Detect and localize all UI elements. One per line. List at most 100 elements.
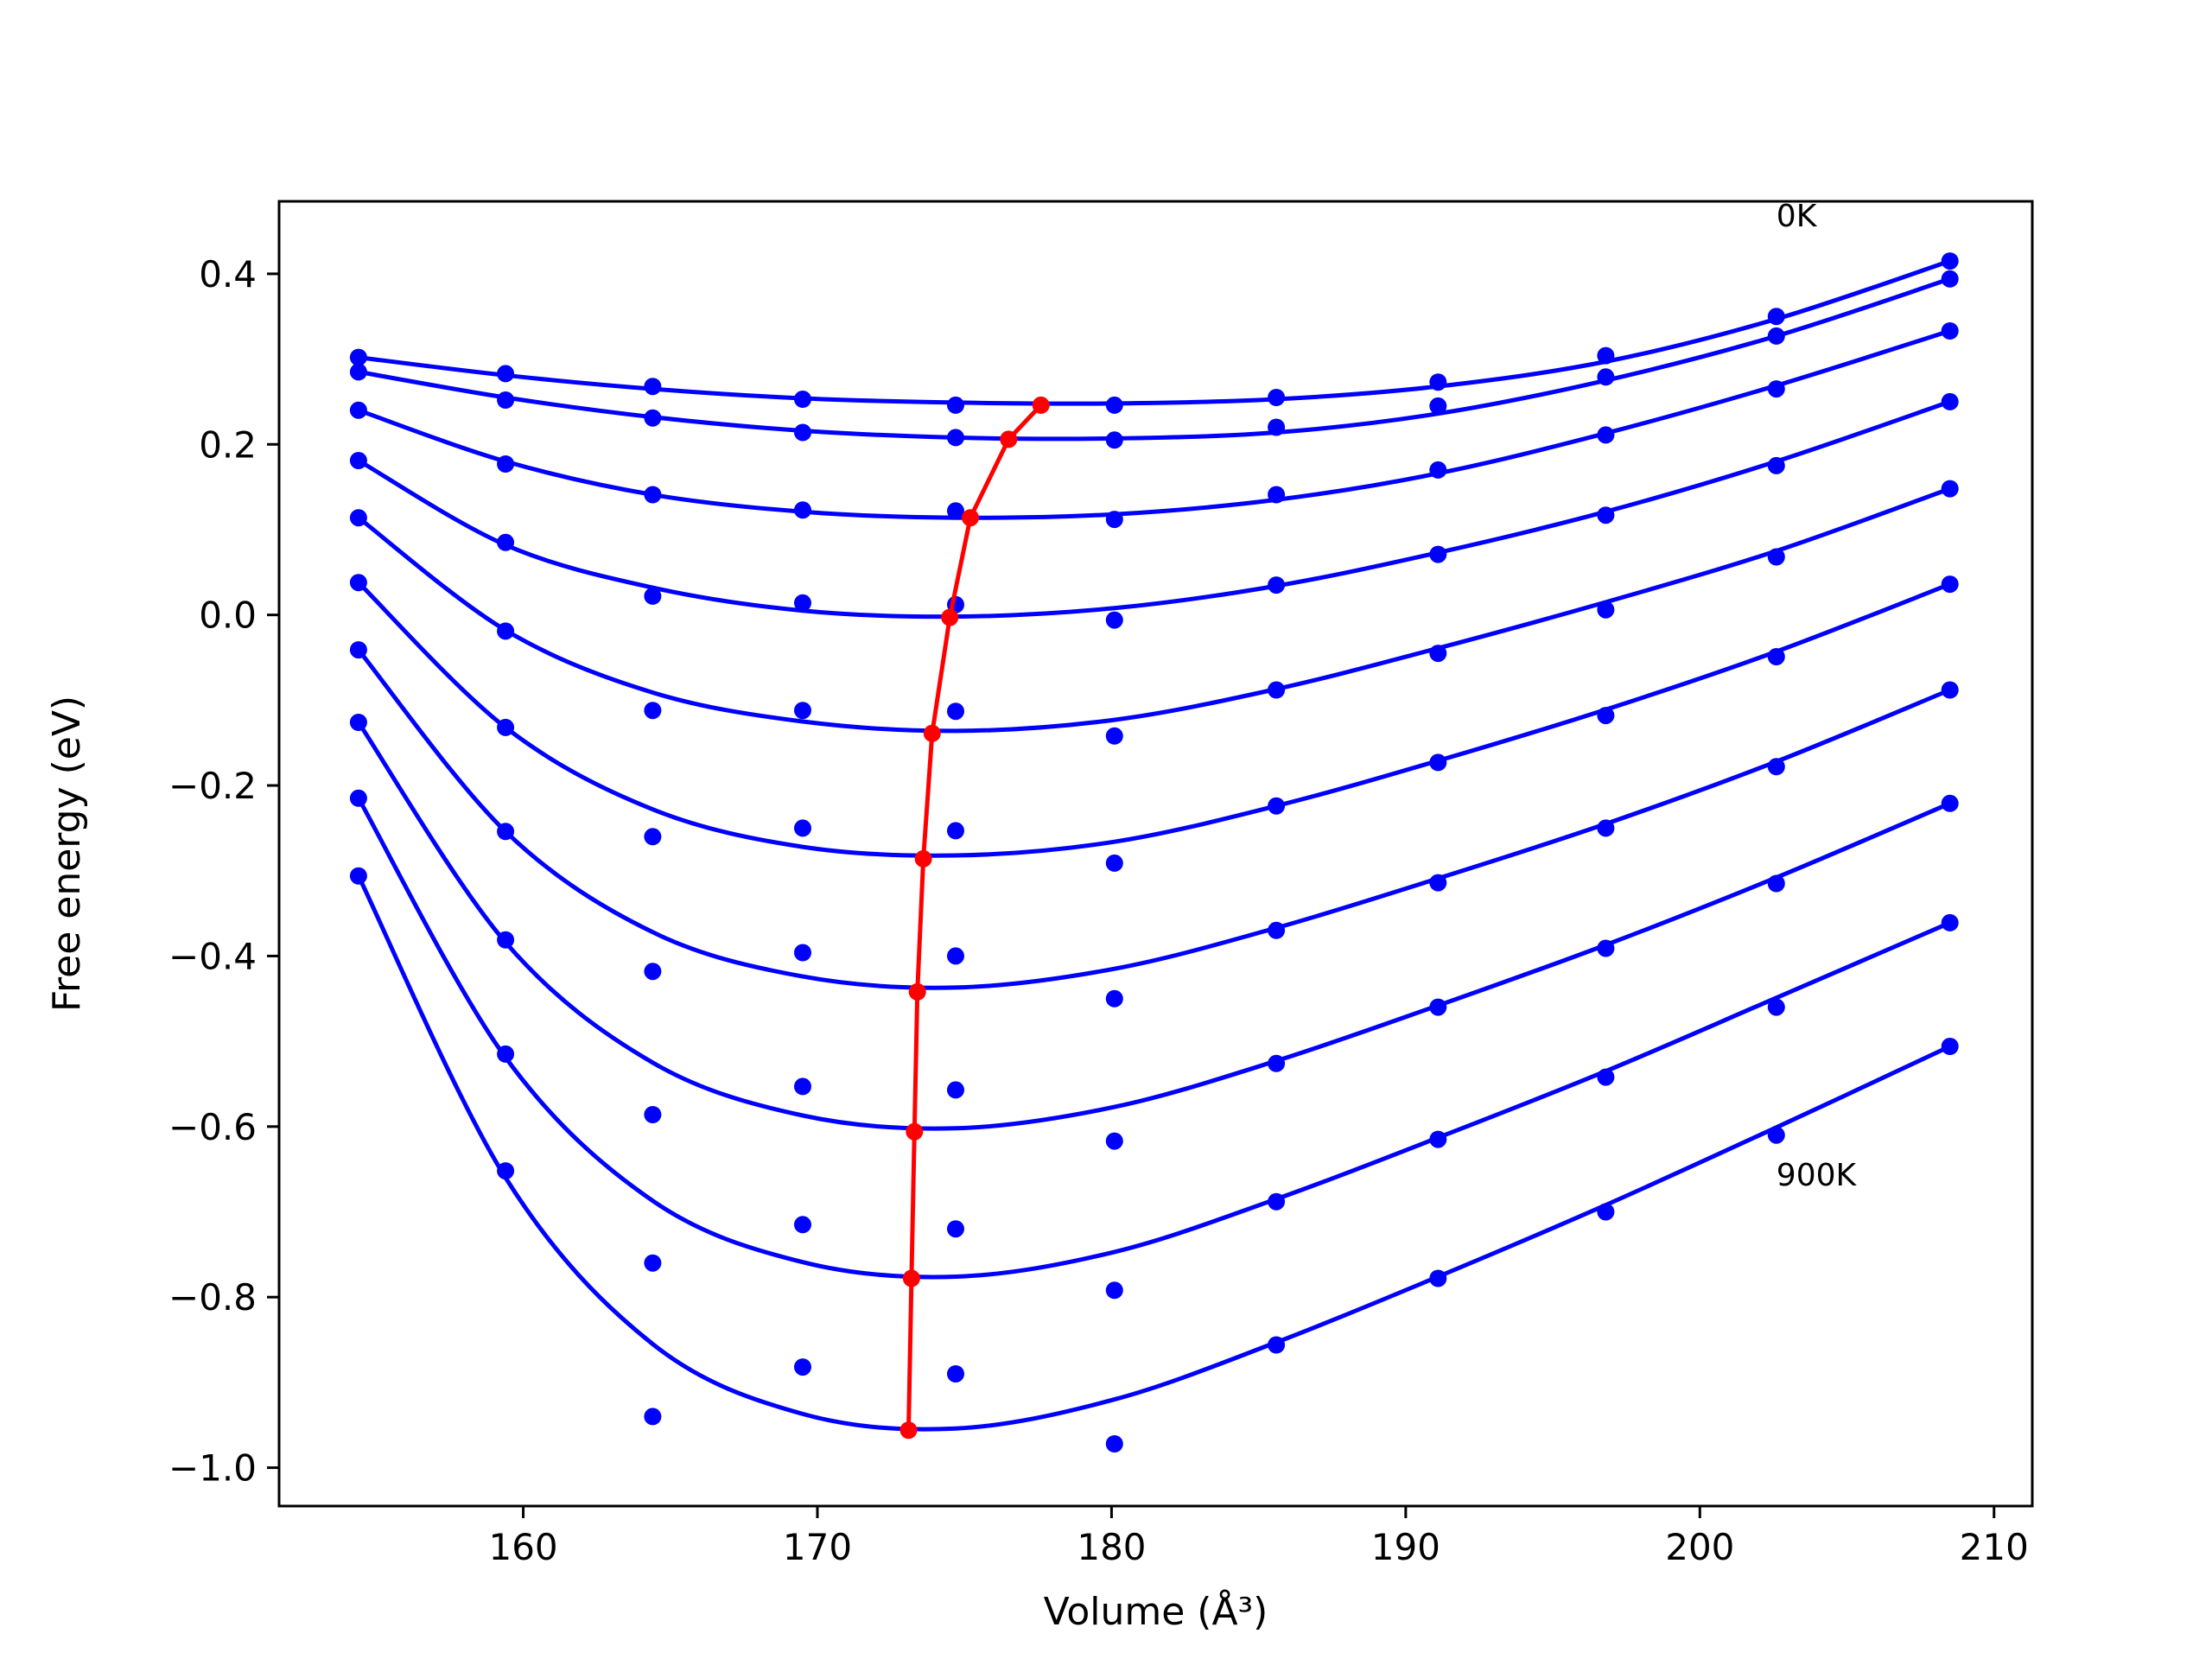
data-point [1941,1038,1959,1055]
data-point [497,391,515,409]
data-point [349,574,367,592]
data-point [1429,998,1447,1016]
data-point [1105,1435,1123,1452]
data-point [1105,727,1123,745]
fit-curve-3 [357,399,1951,620]
data-point [1105,1281,1123,1300]
data-point [644,828,662,846]
data-point [349,714,367,731]
data-point [947,947,964,965]
x-tick-label: 170 [783,1526,852,1568]
data-point [644,587,662,605]
data-point [794,1358,811,1376]
data-point [1767,758,1785,776]
data-point [349,348,367,366]
data-point [497,533,515,551]
data-point [497,1162,515,1180]
data-point [497,365,515,383]
data-point [947,396,964,414]
data-point [1105,854,1123,872]
x-tick-label: 180 [1077,1526,1146,1568]
data-point [794,819,811,837]
fit-curve-2 [358,328,1951,520]
fit-curve-0 [358,258,1951,406]
data-point [1429,373,1447,391]
data-point [1941,480,1959,498]
data-point [497,1045,515,1063]
annotation-900k: 900K [1777,1158,1858,1193]
data-point [1597,346,1615,365]
data-point [1597,601,1615,619]
data-point [1429,753,1447,772]
y-tick-label: 0.4 [199,253,257,296]
y-tick-label: −0.2 [168,765,257,807]
data-point [497,931,515,949]
data-point [1105,431,1123,449]
data-point [947,702,964,721]
data-point [794,944,811,962]
data-point [794,702,811,720]
data-point [1767,548,1785,566]
fit-curve-7 [356,721,1951,1131]
axes-frame [277,200,2034,1508]
data-point [1105,511,1123,529]
data-point [497,455,515,473]
data-point [644,702,662,720]
fit-curve-6 [356,648,1951,990]
data-point [947,822,964,840]
data-point [1429,545,1447,563]
data-point [1941,270,1959,288]
data-point [947,1220,964,1238]
data-point [794,1077,811,1096]
data-point [349,401,367,419]
minimum-point [899,1421,918,1440]
minimum-point [962,509,979,527]
minimum-point [1032,396,1050,414]
data-point [1268,681,1286,699]
fit-curve-5 [357,581,1951,858]
data-point [497,718,515,736]
fit-curve-8 [356,797,1951,1280]
y-tick-label: −0.6 [168,1106,257,1148]
minimum-point [914,849,932,868]
x-tick-label: 160 [488,1526,557,1568]
data-point [1767,456,1785,474]
data-point [349,509,367,527]
data-point [1941,575,1959,594]
minimum-point [923,724,941,742]
data-point [1429,1130,1447,1148]
data-point [1429,1269,1447,1287]
data-point [1268,1054,1286,1072]
data-point [1597,819,1615,837]
data-point [1268,1336,1286,1354]
x-axis-label: Volume (Å³) [1044,1588,1268,1634]
data-point [1105,396,1123,414]
data-point [1941,252,1959,270]
data-point [349,452,367,469]
y-tick-label: 0.2 [199,423,257,466]
data-point [947,429,964,447]
data-point [947,1365,964,1382]
y-tick-label: −0.4 [168,935,257,977]
data-point [1105,1132,1123,1150]
data-point [1767,327,1785,345]
data-point [644,1408,662,1426]
data-point [794,423,811,442]
data-point [1597,1068,1615,1086]
data-point [947,1081,964,1099]
data-point [1105,989,1123,1007]
data-point [1268,576,1286,594]
data-point [1767,648,1785,665]
data-point [794,1216,811,1234]
data-point [1767,380,1785,398]
y-axis-label: Free energy (eV) [45,696,89,1012]
x-axis: 160 170 180 190 200 210 [488,1506,2029,1568]
data-point [1767,874,1785,893]
data-point [1941,392,1959,410]
minimum-point [1000,430,1018,448]
data-point [1268,486,1286,504]
data-point [349,363,367,381]
data-point [1597,1203,1615,1221]
data-point [1429,397,1447,415]
